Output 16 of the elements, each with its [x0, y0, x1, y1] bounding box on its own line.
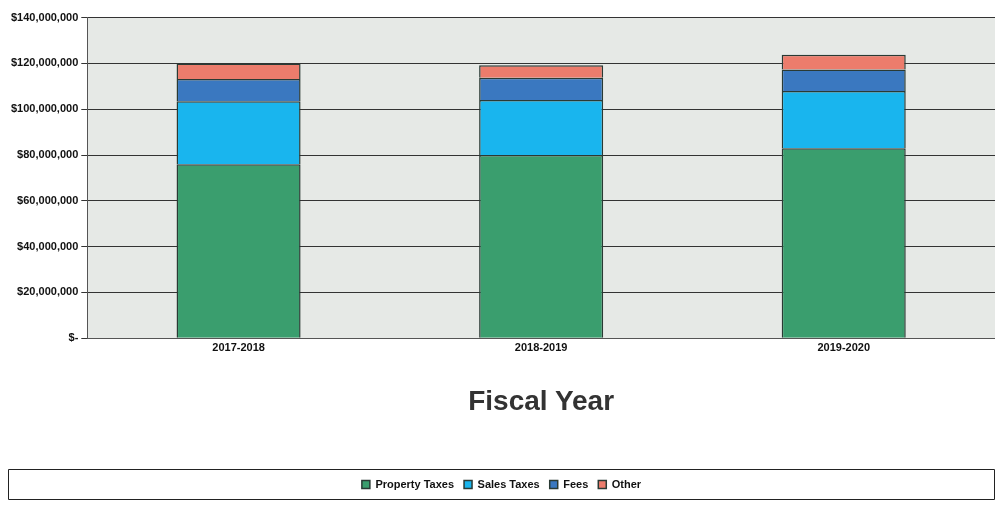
legend-label: Property Taxes [375, 477, 455, 490]
y-tick-label: $140,000,000 [10, 10, 79, 23]
legend-label: Fees [563, 477, 589, 490]
x-tick-label: 2018-2019 [514, 340, 568, 353]
y-tick-label: $40,000,000 [17, 239, 79, 252]
legend-label: Other [611, 477, 642, 490]
y-tick-label: $- [68, 331, 79, 344]
y-tick-label: $20,000,000 [17, 285, 79, 298]
x-axis-title: Fiscal Year [468, 384, 615, 416]
y-tick-label: $100,000,000 [10, 102, 79, 115]
y-tick-label: $120,000,000 [10, 56, 79, 69]
x-tick-label: 2017-2018 [212, 340, 265, 353]
legend-label: Sales Taxes [477, 477, 540, 490]
y-tick-label: $80,000,000 [17, 148, 79, 161]
x-tick-label: 2019-2020 [817, 340, 871, 353]
y-tick-label: $60,000,000 [17, 193, 79, 206]
